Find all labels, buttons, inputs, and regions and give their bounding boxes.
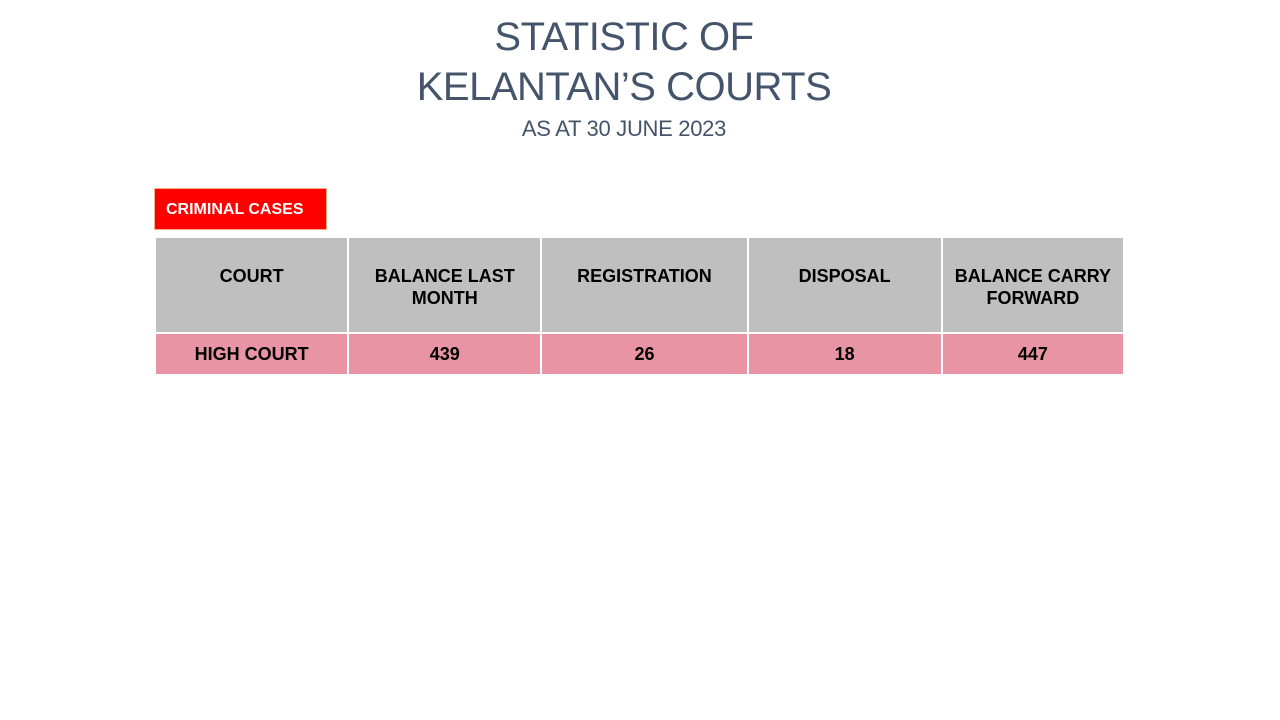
- page-title-line-2: KELANTAN’S COURTS: [416, 65, 832, 109]
- cell-court: HIGH COURT: [153, 332, 350, 376]
- column-header-balance-last-month: BALANCE LAST MONTH: [347, 236, 543, 334]
- page-title-line-1: STATISTIC OF: [494, 15, 754, 59]
- column-header-balance-carry-forward: BALANCE CARRY FORWARD: [940, 236, 1126, 334]
- table-row: HIGH COURT 439 26 18 447: [153, 332, 1126, 376]
- column-header-court: COURT: [153, 236, 350, 334]
- cell-disposal: 18: [746, 332, 943, 376]
- page-subtitle: AS AT 30 JUNE 2023: [521, 116, 727, 141]
- statistics-table: COURT BALANCE LAST MONTH REGISTRATION DI…: [153, 236, 1126, 376]
- column-header-disposal: DISPOSAL: [746, 236, 943, 334]
- section-label-criminal-cases: CRIMINAL CASES: [154, 188, 327, 230]
- cell-registration: 26: [540, 332, 749, 376]
- title-block: STATISTIC OF KELANTAN’S COURTS AS AT 30 …: [0, 12, 1248, 144]
- column-header-registration: REGISTRATION: [540, 236, 749, 334]
- table-header-row: COURT BALANCE LAST MONTH REGISTRATION DI…: [153, 236, 1126, 334]
- cell-balance-last-month: 439: [347, 332, 543, 376]
- cell-balance-carry-forward: 447: [940, 332, 1126, 376]
